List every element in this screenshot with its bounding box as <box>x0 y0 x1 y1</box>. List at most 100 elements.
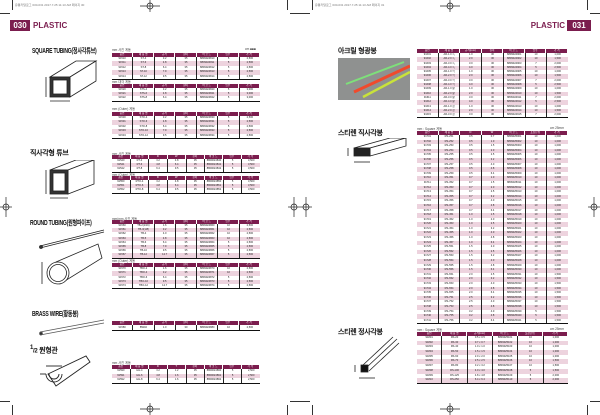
table-cell: 2.5 <box>482 222 504 227</box>
table-cell: 91734 <box>417 286 439 292</box>
table-cell: 8809024831 <box>197 120 219 125</box>
column-header: 바 코 드 <box>197 263 218 267</box>
table-cell: 10 <box>526 286 548 292</box>
table-cell: 0.7 <box>460 203 483 209</box>
table-cell: 91726 <box>417 249 439 255</box>
table-cell: 35 <box>176 267 198 272</box>
table-row: 91607 AR-3.0 적 3.0 30 8809024907 7 2,000 <box>417 78 568 84</box>
table-cell: 91707 <box>417 162 439 168</box>
table-cell: 3.2 <box>460 314 483 319</box>
crop-mark <box>587 405 588 415</box>
rect-tube-table: 품번 제 품 명 D W 길이 바 코 드 입수 가 격 91540 RT-4 3.2 4.8 35 88… <box>112 155 260 173</box>
table-cell: 1.0 <box>460 53 483 58</box>
table-cell: 10 <box>526 57 548 62</box>
table-cell: 91513 <box>112 70 134 75</box>
column-header: 제 품 명 <box>131 176 149 180</box>
column-header: 품번 <box>112 53 134 57</box>
table-cell: RS-351 <box>439 176 461 181</box>
table-cell: 8809024860 <box>197 224 219 229</box>
print-slug: 유통카탈로그 030-031 2017.7.25 11:13 AM 페이지 31 <box>315 3 385 7</box>
table-row: 91734 RS-654 2.0 4.8 8809025034 10 1,500 <box>417 286 568 292</box>
table-cell: 91511 <box>112 61 134 66</box>
table-row: 91724 RS-457 1.0 6.4 8809025024 10 1,000 <box>417 240 568 246</box>
table-cell: 10 <box>218 228 240 233</box>
table-cell: AR-2.0 황 <box>439 91 461 96</box>
table-row: 91580 BW02 1.0 30 8809024880 10 2,500 <box>112 325 260 330</box>
table-cell: 8809025022 <box>504 231 526 237</box>
table-row: 91534 STO-12 9.5 35 8809024834 5 2,500 <box>112 133 260 138</box>
table-cell: AR-3.0 청 <box>439 113 461 118</box>
table-row: 91723 RS-456 1.0 4.8 8809025023 10 1,000 <box>417 236 568 241</box>
table-cell: 1,000 <box>554 53 561 56</box>
table-cell: 91705 <box>417 153 439 158</box>
table-cell: 35 <box>176 236 198 241</box>
table-cell: 1,000 <box>554 104 561 108</box>
table-cell: 8809025021 <box>504 226 526 232</box>
half-round-table: 품번 제 품 명 D T 길이 바 코 드 입수 가 격 91590 HH-4 3.2 1.2 35 88… <box>112 365 260 384</box>
table-cell: 4.8 <box>482 286 504 292</box>
table-cell: RS-455 <box>439 231 461 237</box>
table-cell: 5 <box>224 188 243 193</box>
table-cell: 2,500 <box>246 224 254 227</box>
registration-mark <box>288 197 300 217</box>
table-cell: HH-8 <box>131 378 150 383</box>
column-header: D <box>149 365 168 369</box>
table-cell: 35 <box>176 224 198 229</box>
table-cell: 8809024914 <box>504 108 526 114</box>
table-cell: 35 <box>176 244 198 250</box>
table-cell: 3,500 <box>247 163 255 167</box>
table-row: 91709 RS-259 0.5 6.4 8809025009 10 1,000 <box>417 171 568 177</box>
table-cell: 4.0 <box>482 309 504 315</box>
column-header: 바 코 드 <box>503 131 525 135</box>
half-round-title: 1/2 원형관 <box>30 345 58 355</box>
table-cell: 30 <box>482 91 504 96</box>
table-cell: 8809025040 <box>504 314 526 319</box>
table-cell: 8809024910 <box>504 91 526 96</box>
table-cell: 4.8 <box>155 120 176 125</box>
table-cell: 6.4 <box>155 240 176 245</box>
table-cell: 8809024871 <box>197 271 219 276</box>
table-cell: 10 <box>526 259 548 264</box>
table-cell: 3.2 <box>460 309 483 315</box>
table-cell: 1,000 <box>554 245 561 249</box>
table-cell: 1,000 <box>554 199 561 203</box>
table-cell: 8809025036 <box>504 295 526 301</box>
table-cell: 5 <box>526 83 548 88</box>
table-cell: 8809025005 <box>504 153 526 158</box>
table-row: 91606 AR-2.0 적 2.0 30 8809024906 10 1,500 <box>417 74 568 79</box>
table-row: 91803 RS-40 1.0 x 1.0 8809025103 10 1,000 <box>417 345 568 351</box>
table-cell: 5 <box>526 100 548 105</box>
table-header-row: 품번 제 품 명 규격 길이 바 코 드 입수 가 격 <box>112 263 260 267</box>
table-cell: 1,500 <box>554 309 561 313</box>
table-cell: 10 <box>518 350 544 355</box>
table-cell: 8809025037 <box>504 300 526 305</box>
table-cell: 1.5 <box>460 263 483 269</box>
table-cell: RS-357 <box>439 203 461 209</box>
table-cell: TBO-12 <box>133 284 155 289</box>
table-cell: 10 <box>526 148 548 154</box>
table-cell: 91615 <box>417 113 439 118</box>
column-header: 제 품 명 <box>133 112 155 116</box>
table-cell: 91592 <box>112 378 131 383</box>
table-cell: 4.8 <box>482 314 504 319</box>
table-cell: STS-8 <box>133 96 155 101</box>
table-row: 91612 AR-4.0 황 4.0 30 8809024912 5 2,500 <box>417 100 568 105</box>
table-cell: 1.5 <box>460 245 483 250</box>
table-cell: 4.8 <box>482 263 504 269</box>
table-row: 91716 RS-357 0.7 4.8 8809025016 10 1,000 <box>417 203 568 209</box>
table-cell: 3.0 <box>460 95 483 101</box>
table-cell: STS-4 <box>133 88 155 93</box>
table-cell: 3.2 <box>149 159 168 164</box>
table-cell: RS-40 <box>442 345 468 351</box>
table-cell: 91713 <box>417 190 439 195</box>
table-cell: 1,000 <box>552 336 560 339</box>
table-row: 91551 RTO-6 4.8 6.4 35 8809024851 5 3,500 <box>112 184 260 189</box>
table-cell: 2,500 <box>246 61 254 65</box>
crop-mark <box>300 401 310 402</box>
round-tubing-table: 품번 제 품 명 규격 길이 바 코 드 입수 가 격 91560 TB-2(1/16) 1.6 3… <box>112 220 260 259</box>
column-header: 포장단위 <box>525 131 547 135</box>
table-cell: 1,000 <box>554 222 561 226</box>
table-cell: 6.4 <box>482 240 504 246</box>
table-cell: 8809024832 <box>197 124 219 130</box>
table-cell: RS-751 <box>439 295 461 301</box>
